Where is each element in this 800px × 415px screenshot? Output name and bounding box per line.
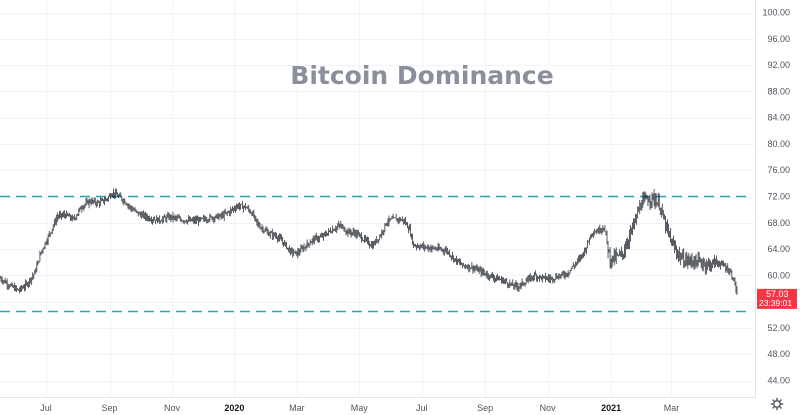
current-price-label: 57.03 23:39:01 — [757, 288, 797, 309]
time-tick-label: Mar — [289, 403, 305, 413]
time-tick-label: Nov — [164, 403, 181, 413]
price-tick-label: 48.00 — [767, 349, 790, 359]
price-tick-label: 72.00 — [767, 192, 790, 202]
price-tick-label: 64.00 — [767, 244, 790, 254]
time-tick-label: Sep — [102, 403, 118, 413]
chart-title: Bitcoin Dominance — [290, 61, 553, 90]
price-tick-label: 60.00 — [767, 270, 790, 280]
time-tick-label: 2020 — [224, 403, 244, 413]
price-tick-label: 88.00 — [767, 86, 790, 96]
horizontal-levels — [0, 195, 752, 313]
grid — [0, 0, 755, 397]
price-tick-label: 92.00 — [767, 60, 790, 70]
price-tick-label: 100.00 — [762, 8, 790, 18]
time-tick-label: Mar — [664, 403, 680, 413]
current-price-badge — [757, 288, 797, 309]
price-tick-label: 80.00 — [767, 139, 790, 149]
price-axis: 44.0048.0052.0056.0060.0064.0068.0072.00… — [762, 8, 790, 386]
price-tick-label: 96.00 — [767, 34, 790, 44]
price-tick-label: 68.00 — [767, 218, 790, 228]
time-tick-label: Jul — [416, 403, 428, 413]
time-tick-label: Sep — [477, 403, 493, 413]
time-tick-label: Jul — [40, 403, 52, 413]
price-tick-label: 84.00 — [767, 113, 790, 123]
time-axis: Jul Sep Nov 2020 Mar May Jul Sep Nov 2021 Mar — [40, 403, 679, 413]
candles — [0, 188, 738, 295]
bar-countdown: 23:39:01 — [759, 298, 792, 308]
settings-gear-icon[interactable] — [770, 397, 784, 411]
price-tick-label: 44.00 — [767, 376, 790, 386]
time-tick-label: May — [351, 403, 369, 413]
price-tick-label: 76.00 — [767, 165, 790, 175]
current-price-value: 57.03 — [766, 289, 789, 299]
time-tick-label: 2021 — [601, 403, 621, 413]
time-tick-label: Nov — [540, 403, 557, 413]
price-tick-label: 52.00 — [767, 323, 790, 333]
